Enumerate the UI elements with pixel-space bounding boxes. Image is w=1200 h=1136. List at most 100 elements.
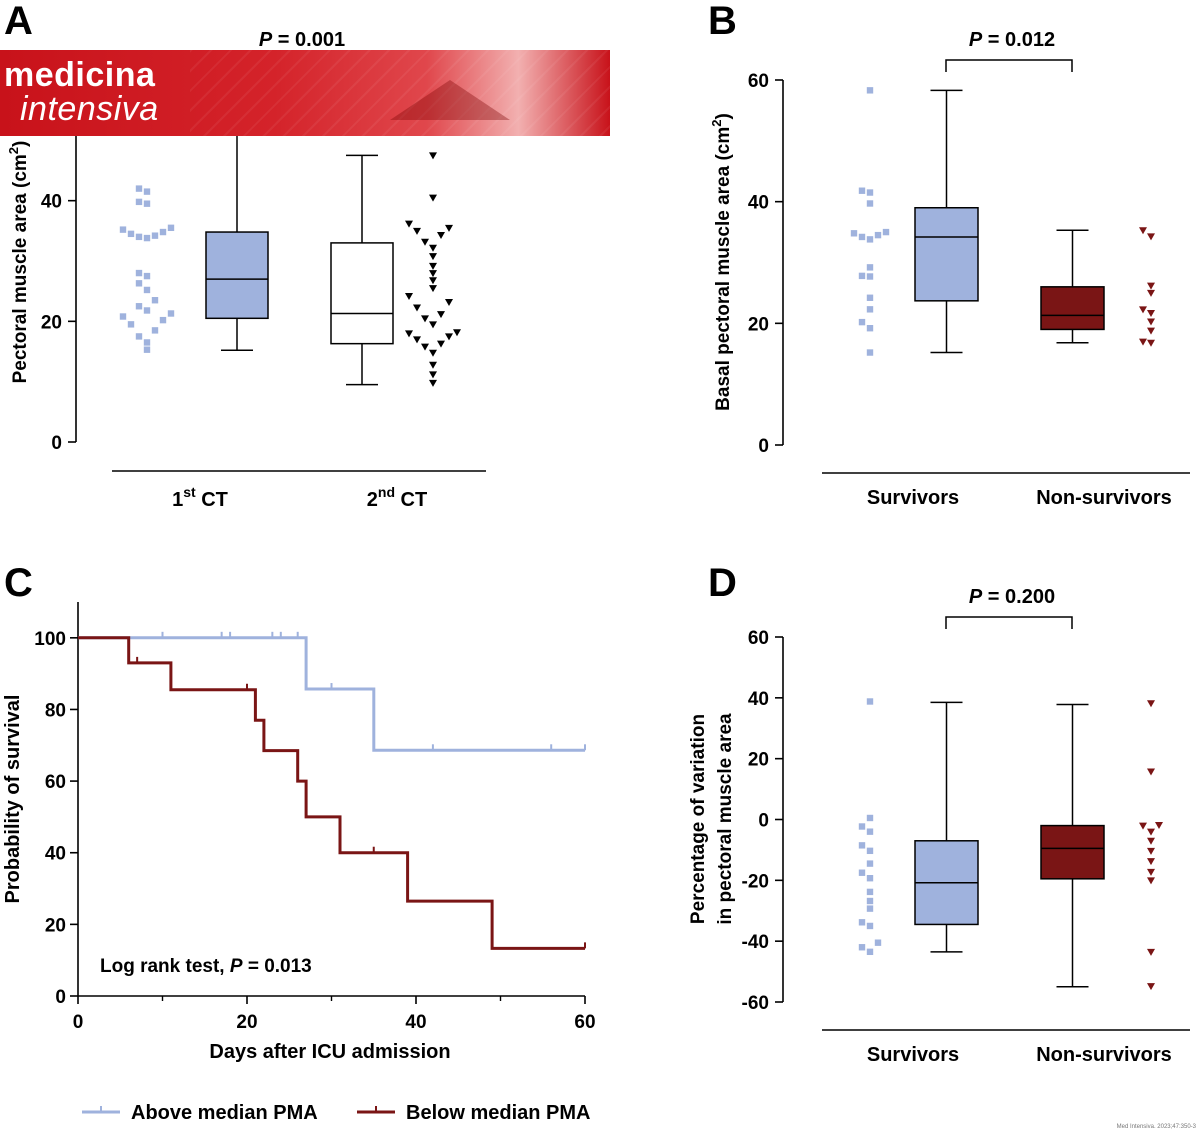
data-point-triangle (1147, 837, 1155, 845)
data-point-square (143, 272, 151, 280)
y-tick-label: 0 (55, 987, 66, 1008)
y-axis-label: Percentage of variation in pectoral muscl… (688, 713, 736, 925)
data-point-square (866, 325, 874, 332)
p-value-label: P = 0.001 (259, 29, 345, 51)
data-point-square (866, 875, 874, 882)
y-tick-label: 80 (45, 700, 66, 721)
log-rank-annotation: Log rank test, P = 0.013 (100, 956, 312, 977)
data-point-triangle (453, 329, 461, 337)
data-point-square (151, 232, 159, 239)
data-point-triangle (1147, 700, 1155, 708)
x-category-label: Non-survivors (1036, 487, 1172, 509)
data-point-triangle (1139, 338, 1147, 346)
data-point-triangle (429, 270, 437, 278)
panel-a-letter: A (4, 0, 33, 43)
x-tick-label: 0 (73, 1012, 84, 1033)
data-point-square (866, 306, 874, 313)
data-point-square (866, 349, 874, 356)
data-point-triangle (1147, 858, 1155, 866)
data-point-square (866, 189, 874, 196)
group-2: Non-survivors (1036, 227, 1172, 509)
data-point-triangle (1147, 868, 1155, 876)
data-point-square (866, 828, 874, 835)
y-axis-label-close: ) (713, 113, 734, 119)
y-tick-label: 0 (758, 436, 769, 457)
p-value-label: P = 0.012 (969, 29, 1055, 51)
group-1: Survivors (850, 87, 979, 509)
data-point-triangle (429, 361, 437, 369)
panel-c-letter: C (4, 561, 33, 605)
data-point-square (135, 185, 143, 192)
box-iqr (1040, 824, 1105, 880)
data-point-triangle (1147, 282, 1155, 290)
y-axis-label-line2: in pectoral muscle area (715, 713, 736, 925)
data-point-square (858, 842, 866, 849)
y-tick-label: 40 (41, 192, 62, 213)
data-point-square (135, 280, 143, 287)
y-tick-label: 100 (34, 629, 66, 650)
data-point-square (866, 87, 874, 94)
y-tick-label: 0 (51, 433, 62, 454)
data-point-triangle (421, 343, 429, 351)
y-tick-label: 20 (748, 750, 769, 771)
data-point-square (866, 294, 874, 301)
data-point-square (143, 234, 151, 242)
x-tick-label: 20 (236, 1012, 257, 1033)
data-point-square (119, 226, 127, 233)
data-point-triangle (405, 220, 413, 228)
data-point-triangle (421, 238, 429, 246)
data-point-square (866, 948, 874, 956)
data-point-square (119, 313, 127, 320)
p-value-label: P = 0.200 (969, 586, 1055, 608)
y-tick-label: 0 (758, 811, 769, 832)
x-category-ordinal: st (183, 484, 196, 500)
data-point-square (866, 905, 874, 912)
data-point-square (858, 823, 866, 830)
x-category-rest: CT (395, 489, 427, 511)
y-tick-label: 40 (748, 193, 769, 214)
x-category-label: 2nd CT (367, 484, 427, 511)
data-point-square (858, 187, 866, 194)
data-point-square (143, 346, 151, 353)
panel-b-letter: B (708, 0, 737, 43)
banner-decoration-triangle (390, 80, 510, 120)
y-axis-label-line1: Percentage of variation (688, 714, 709, 924)
data-point-square (143, 339, 151, 346)
box-iqr (330, 242, 394, 345)
data-point-square (874, 939, 882, 946)
data-point-square (151, 297, 159, 304)
x-category-number: 1 (172, 489, 183, 511)
data-point-square (850, 230, 858, 237)
y-tick-label: -20 (742, 871, 769, 892)
data-point-triangle (1147, 309, 1155, 317)
data-point-square (159, 316, 167, 324)
data-point-square (866, 236, 874, 243)
data-point-triangle (429, 321, 437, 329)
data-point-triangle (1147, 948, 1155, 956)
y-tick-label: 60 (45, 772, 66, 793)
p-value-symbol: P (969, 586, 983, 608)
data-point-square (135, 269, 143, 277)
banner-title-line2: intensiva (20, 90, 159, 128)
data-point-square (167, 310, 175, 317)
data-point-square (858, 944, 866, 951)
y-axis-label: Basal pectoral muscle area (cm2) (709, 113, 734, 411)
y-tick-label: 20 (748, 314, 769, 335)
data-point-triangle (421, 315, 429, 323)
data-point-triangle (1147, 289, 1155, 297)
data-point-square (866, 847, 874, 855)
data-point-triangle (1147, 327, 1155, 335)
box-iqr (205, 231, 269, 320)
y-tick-label: 40 (45, 844, 66, 865)
data-point-triangle (1147, 318, 1155, 326)
data-point-triangle (413, 227, 421, 235)
y-axis-label: Probability of survival (2, 695, 24, 904)
data-point-triangle (445, 333, 453, 341)
y-axis-label-text: Basal pectoral muscle area (cm (713, 127, 734, 411)
data-point-triangle (429, 244, 437, 252)
panel-d-letter: D (708, 561, 737, 605)
data-point-triangle (429, 262, 437, 270)
significance-bracket (945, 59, 1073, 72)
x-axis-label: Days after ICU admission (209, 1041, 450, 1063)
